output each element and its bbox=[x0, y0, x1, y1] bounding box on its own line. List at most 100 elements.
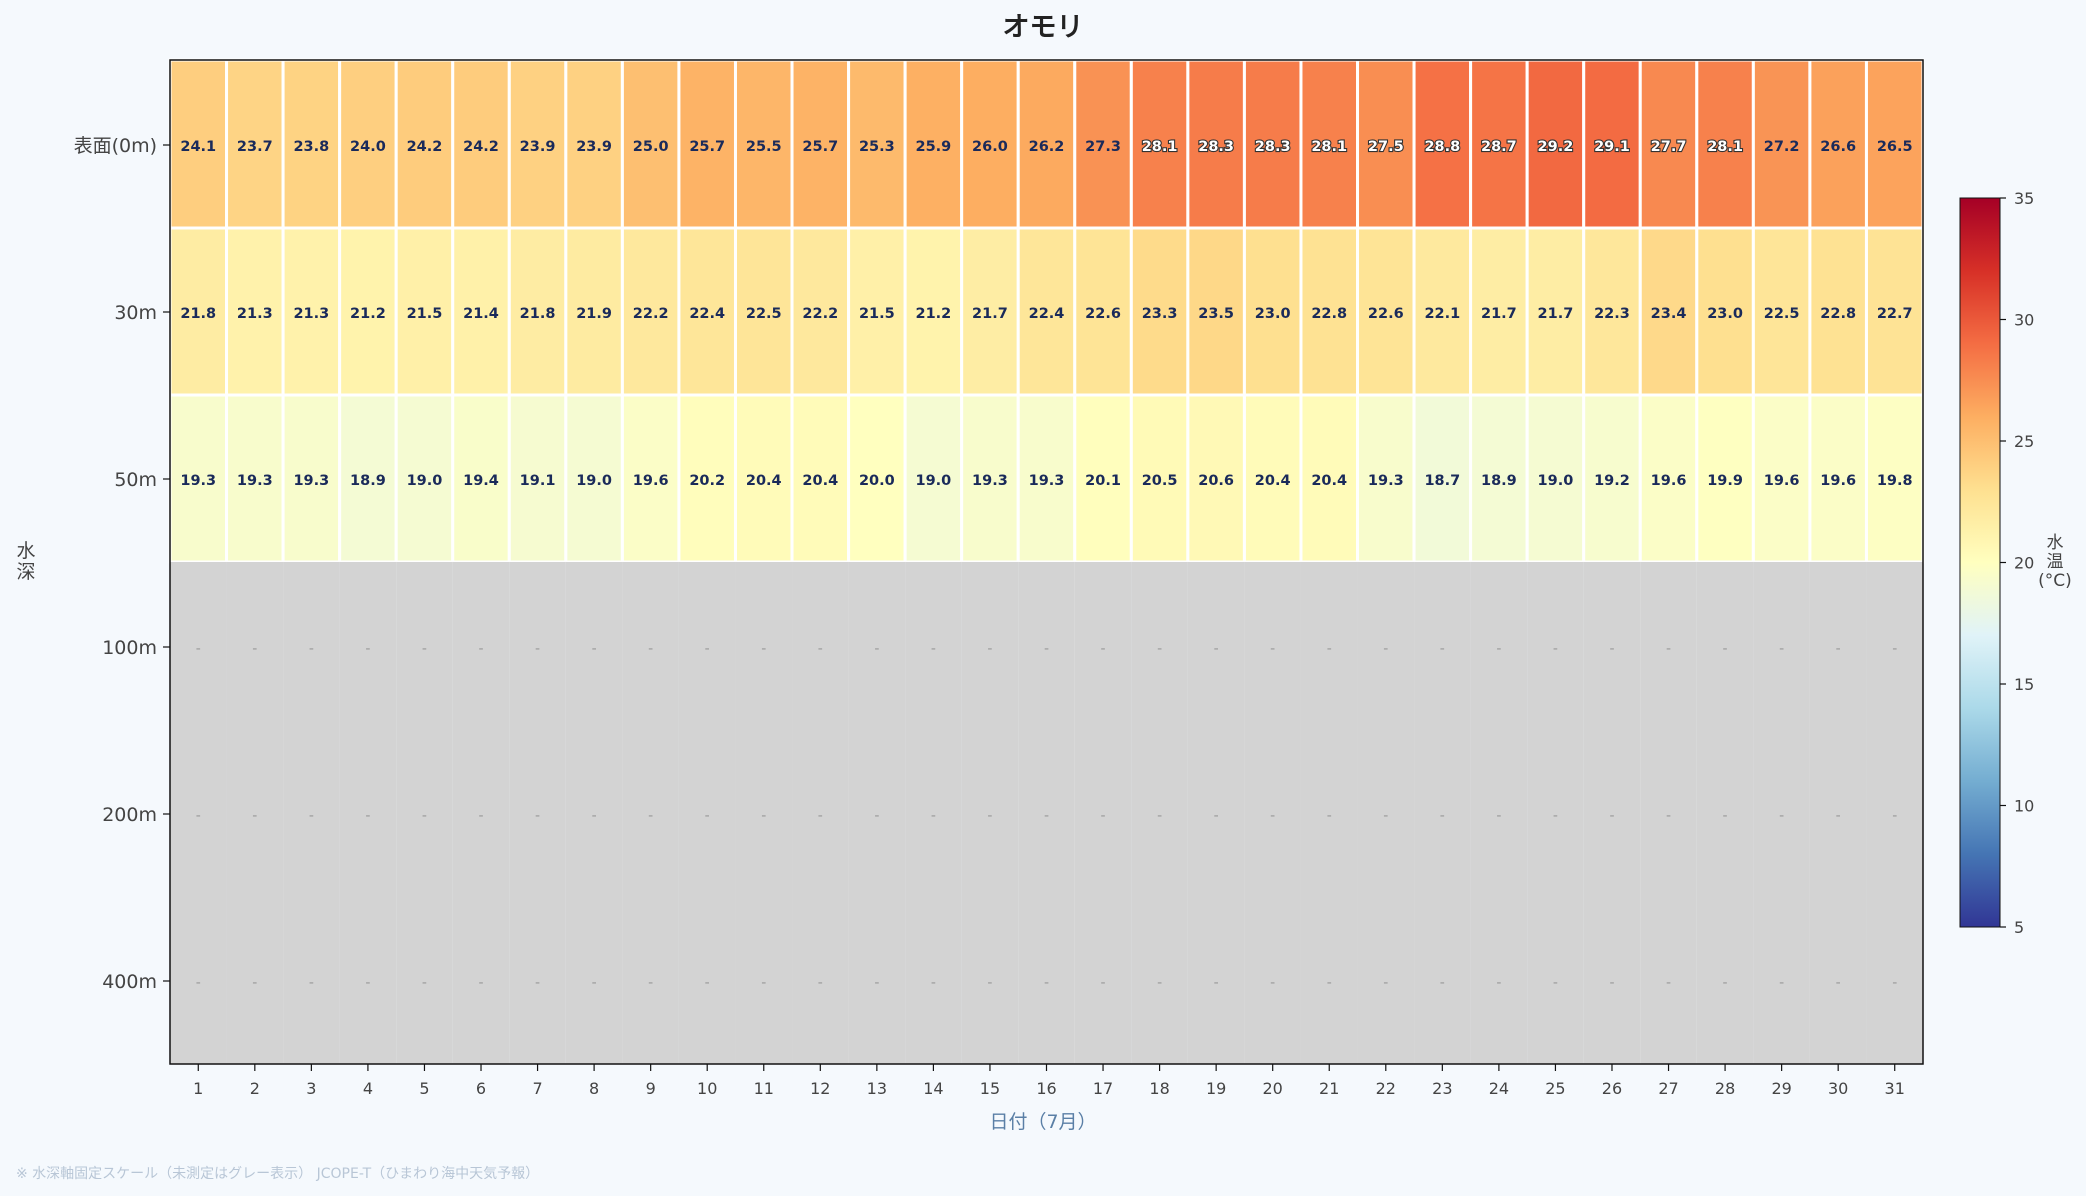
colorbar-ticks: 5 10 15 20 25 30 35 bbox=[2000, 189, 2034, 937]
cell-value-label: 29.2 bbox=[1538, 139, 1574, 155]
missing-marker: - bbox=[1157, 808, 1162, 824]
heatmap-cell bbox=[903, 393, 964, 564]
heatmap-cell bbox=[1753, 562, 1810, 729]
missing-marker: - bbox=[987, 641, 992, 657]
cell-value-label: 19.2 bbox=[1594, 473, 1630, 489]
cell-value-label: 19.0 bbox=[576, 473, 612, 489]
missing-marker: - bbox=[1044, 975, 1049, 991]
cell-value-label: 22.6 bbox=[1085, 306, 1121, 322]
missing-marker: - bbox=[1101, 641, 1106, 657]
heatmap-cell bbox=[735, 562, 793, 729]
heatmap-cell bbox=[451, 58, 511, 230]
cell-value-label: 18.7 bbox=[1424, 473, 1460, 489]
heatmap-cell bbox=[1186, 226, 1246, 397]
heatmap-cell bbox=[1016, 58, 1077, 230]
missing-marker: - bbox=[1157, 641, 1162, 657]
heatmap-cell bbox=[1866, 562, 1923, 729]
missing-marker: - bbox=[705, 808, 710, 824]
cell-value-label: 19.3 bbox=[1029, 473, 1065, 489]
cell-value-label: 19.9 bbox=[1707, 473, 1743, 489]
missing-marker: - bbox=[478, 641, 483, 657]
missing-marker: - bbox=[365, 808, 370, 824]
missing-marker: - bbox=[987, 975, 992, 991]
x-tick-label: 30 bbox=[1828, 1079, 1848, 1098]
heatmap-cell bbox=[170, 729, 227, 896]
cell-value-label: 20.5 bbox=[1142, 473, 1178, 489]
x-tick-label: 22 bbox=[1376, 1079, 1396, 1098]
heatmap-cell bbox=[394, 393, 455, 564]
cell-value-label: 23.0 bbox=[1255, 306, 1291, 322]
cell-value-label: 22.8 bbox=[1311, 306, 1347, 322]
y-axis: 表面(0m) 30m 50m 100m 200m 400m bbox=[74, 135, 170, 993]
missing-marker: - bbox=[1553, 641, 1558, 657]
heatmap-cell bbox=[905, 729, 962, 896]
missing-marker: - bbox=[1609, 975, 1614, 991]
x-tick-label: 5 bbox=[419, 1079, 429, 1098]
cell-value-label: 26.6 bbox=[1820, 139, 1856, 155]
missing-marker: - bbox=[309, 808, 314, 824]
heatmap-cell bbox=[1357, 562, 1415, 729]
missing-marker: - bbox=[874, 975, 879, 991]
heatmap-cell bbox=[678, 562, 736, 729]
x-axis-label: 日付（7月） bbox=[989, 1111, 1096, 1133]
cell-value-label: 19.4 bbox=[463, 473, 499, 489]
missing-marker: - bbox=[1157, 975, 1162, 991]
missing-marker: - bbox=[1666, 641, 1671, 657]
cell-value-label: 21.7 bbox=[972, 306, 1008, 322]
heatmap-cell bbox=[565, 562, 623, 729]
cell-value-label: 21.7 bbox=[1538, 306, 1574, 322]
heatmap-cell bbox=[1186, 58, 1246, 230]
heatmap-cell bbox=[509, 896, 566, 1064]
cell-value-label: 24.0 bbox=[350, 139, 386, 155]
heatmap-cell bbox=[622, 562, 679, 729]
cell-value-label: 23.7 bbox=[237, 139, 273, 155]
missing-marker: - bbox=[1044, 808, 1049, 824]
missing-marker: - bbox=[818, 975, 823, 991]
cell-value-label: 19.6 bbox=[633, 473, 669, 489]
missing-marker: - bbox=[478, 808, 483, 824]
colorbar-label: 水温(°C) bbox=[2038, 533, 2072, 591]
heatmap-cell bbox=[1356, 226, 1416, 397]
missing-marker: - bbox=[252, 641, 257, 657]
cell-value-label: 25.7 bbox=[689, 139, 725, 155]
missing-marker: - bbox=[1666, 975, 1671, 991]
missing-marker: - bbox=[1101, 808, 1106, 824]
x-tick-label: 10 bbox=[697, 1079, 717, 1098]
missing-marker: - bbox=[1440, 975, 1445, 991]
x-tick-label: 27 bbox=[1658, 1079, 1678, 1098]
heatmap-cell bbox=[735, 729, 793, 896]
cell-value-label: 26.5 bbox=[1877, 139, 1913, 155]
missing-marker: - bbox=[818, 641, 823, 657]
x-tick-label: 24 bbox=[1489, 1079, 1509, 1098]
missing-marker: - bbox=[1327, 808, 1332, 824]
x-tick-label: 15 bbox=[980, 1079, 1000, 1098]
missing-marker: - bbox=[1779, 975, 1784, 991]
missing-marker: - bbox=[1440, 641, 1445, 657]
heatmap-cell bbox=[961, 729, 1019, 896]
heatmap-cell bbox=[1018, 896, 1075, 1064]
missing-marker: - bbox=[761, 975, 766, 991]
heatmap-cell bbox=[678, 896, 736, 1064]
cell-value-label: 25.0 bbox=[633, 139, 669, 155]
heatmap-cell bbox=[1412, 393, 1473, 564]
cell-value-label: 27.5 bbox=[1368, 139, 1404, 155]
cell-value-label: 19.3 bbox=[1368, 473, 1404, 489]
cell-value-label: 22.4 bbox=[689, 306, 725, 322]
missing-marker: - bbox=[1553, 975, 1558, 991]
missing-marker: - bbox=[309, 641, 314, 657]
cell-value-label: 21.7 bbox=[1481, 306, 1517, 322]
cell-value-label: 22.6 bbox=[1368, 306, 1404, 322]
cell-value-label: 23.4 bbox=[1651, 306, 1687, 322]
heatmap-cell bbox=[792, 729, 849, 896]
heatmap-cell bbox=[622, 896, 679, 1064]
missing-marker: - bbox=[931, 808, 936, 824]
cell-value-label: 19.3 bbox=[180, 473, 216, 489]
heatmap-cell bbox=[847, 393, 907, 564]
x-tick-label: 6 bbox=[476, 1079, 486, 1098]
heatmap-cell bbox=[1187, 562, 1245, 729]
cell-value-label: 22.5 bbox=[1764, 306, 1800, 322]
cell-value-label: 28.8 bbox=[1424, 139, 1460, 155]
cell-value-label: 21.5 bbox=[407, 306, 443, 322]
heatmap-cell bbox=[790, 393, 851, 564]
cell-value-label: 24.1 bbox=[180, 139, 216, 155]
